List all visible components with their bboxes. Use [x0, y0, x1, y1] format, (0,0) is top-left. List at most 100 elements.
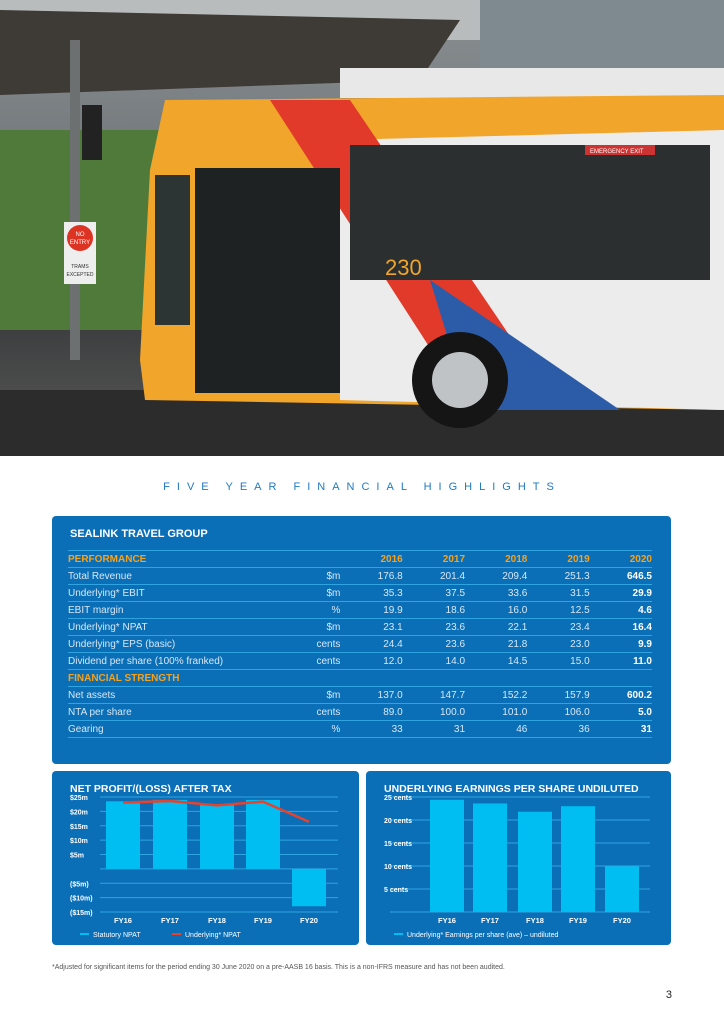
bar-fy16 [430, 799, 464, 912]
x-tick-label: FY18 [526, 916, 544, 925]
sign-text: NO [76, 232, 85, 238]
row-value: 23.0 [527, 635, 590, 653]
y-tick-label: 5 cents [384, 887, 408, 894]
row-value: 9.9 [589, 635, 652, 653]
bar-fy18 [200, 804, 234, 869]
row-label: Underlying* NPAT [68, 618, 270, 636]
row-value: 14.0 [402, 652, 466, 670]
row-value: 137.0 [340, 686, 403, 704]
table-row: Dividend per share (100% franked) cents 12… [68, 652, 652, 670]
row-value: 22.1 [465, 618, 528, 636]
row-value: 18.6 [402, 601, 466, 619]
bar-fy19 [246, 799, 280, 869]
row-value: 89.0 [340, 703, 403, 721]
bus-illustration: NO ENTRY TRAMS EXCEPTED 230 EMERGENCY EX… [0, 0, 724, 456]
year-header [402, 669, 466, 687]
table-row: Underlying* EPS (basic) cents 24.4 23.6 21.8… [68, 635, 652, 653]
x-tick-label: FY17 [481, 916, 499, 925]
bar-fy19 [561, 806, 595, 912]
year-header [465, 669, 528, 687]
year-header [340, 669, 403, 687]
y-tick-label: $10m [70, 838, 88, 845]
row-unit: $m [269, 686, 341, 704]
table-section-header: FINANCIAL STRENGTH [68, 669, 652, 687]
table-row: Total Revenue $m 176.8 201.4 209.4 251.3 646.5 [68, 567, 652, 585]
row-value: 12.0 [340, 652, 403, 670]
npat-chart-panel: NET PROFIT/(LOSS) AFTER TAX $25m $20m $15m… [52, 771, 359, 945]
row-value: 29.9 [589, 584, 652, 602]
bus-photo: NO ENTRY TRAMS EXCEPTED 230 EMERGENCY EX… [0, 0, 724, 456]
row-value: 11.0 [589, 652, 652, 670]
eps-chart-panel: UNDERLYING EARNINGS PER SHARE UNDILUTED … [366, 771, 671, 945]
row-value: 4.6 [589, 601, 652, 619]
row-value: 35.3 [340, 584, 403, 602]
row-unit: $m [269, 567, 341, 585]
table-row: Gearing% 33 31 46 36 31 [68, 720, 652, 738]
row-label: Gearing [68, 720, 270, 738]
row-value: 209.4 [465, 567, 528, 585]
row-label: NTA per share [68, 703, 270, 721]
section-label: PERFORMANCE [68, 550, 270, 568]
row-label: Underlying* EPS (basic) [68, 635, 270, 653]
row-value: 100.0 [402, 703, 466, 721]
year-header: 2020 [589, 550, 652, 568]
npat-chart: $25m $20m $15m $10m $5m ($5m) ($10m) ($15m) Stat… [70, 795, 338, 939]
sign-text: EXCEPTED [67, 272, 94, 278]
financial-table: PERFORMANCE 2016 2017 2018 2019 2020 Total Rev… [68, 550, 652, 738]
row-value: 31.5 [527, 584, 590, 602]
x-tick-label: FY18 [208, 916, 226, 925]
row-label: EBIT margin [68, 601, 270, 619]
y-tick-label: 15 cents [384, 841, 412, 848]
row-unit: % [269, 720, 341, 738]
underlying-npat-line [122, 799, 310, 823]
x-tick-label: FY16 [438, 916, 456, 925]
bus-sign: EMERGENCY EXIT [590, 149, 644, 155]
footnote: *Adjusted for significant items for the … [52, 964, 505, 971]
legend-label: Underlying* Earnings per share (ave) – u… [407, 932, 558, 939]
bar-fy20 [292, 868, 326, 907]
sign-text: ENTRY [70, 240, 90, 246]
row-value: 5.0 [589, 703, 652, 721]
y-tick-label: ($10m) [70, 896, 93, 903]
row-value: 152.2 [465, 686, 528, 704]
table-row: NTA per share cents 89.0 100.0 101.0 106.0 5.0 [68, 703, 652, 721]
row-value: 33 [340, 720, 403, 738]
spacer [269, 550, 341, 568]
table-row: Underlying* EBIT $m 35.3 37.5 33.6 31.5 29.9 [68, 584, 652, 602]
row-value: 36 [527, 720, 590, 738]
row-value: 101.0 [465, 703, 528, 721]
y-tick-label: $5m [70, 853, 84, 860]
y-tick-label: 20 cents [384, 818, 412, 825]
row-value: 23.4 [527, 618, 590, 636]
row-value: 176.8 [340, 567, 403, 585]
row-value: 31 [402, 720, 466, 738]
row-value: 201.4 [402, 567, 466, 585]
row-value: 23.1 [340, 618, 403, 636]
x-tick-label: FY20 [300, 916, 318, 925]
row-value: 12.5 [527, 601, 590, 619]
row-value: 251.3 [527, 567, 590, 585]
y-tick-label: 25 cents [384, 795, 412, 802]
row-unit: % [269, 601, 341, 619]
row-unit: $m [269, 618, 341, 636]
row-value: 33.6 [465, 584, 528, 602]
year-header: 2018 [465, 550, 528, 568]
row-unit: cents [269, 652, 341, 670]
bar-fy20 [605, 866, 639, 912]
npat-chart-title: NET PROFIT/(LOSS) AFTER TAX [70, 783, 232, 795]
row-label: Total Revenue [68, 567, 270, 585]
y-tick-label: ($15m) [70, 910, 93, 917]
row-value: 157.9 [527, 686, 590, 704]
row-value: 46 [465, 720, 528, 738]
y-tick-label: $15m [70, 824, 88, 831]
x-tick-label: FY17 [161, 916, 179, 925]
row-value: 23.6 [402, 635, 466, 653]
row-value: 24.4 [340, 635, 403, 653]
row-value: 16.0 [465, 601, 528, 619]
eps-chart: 25 cents 20 cents 15 cents 10 cents 5 cents U… [384, 795, 650, 939]
table-row: Underlying* NPAT $m 23.1 23.6 22.1 23.4 16.4 [68, 618, 652, 636]
row-unit: cents [269, 703, 341, 721]
row-value: 31 [589, 720, 652, 738]
y-tick-label: 10 cents [384, 864, 412, 871]
year-header: 2019 [527, 550, 590, 568]
